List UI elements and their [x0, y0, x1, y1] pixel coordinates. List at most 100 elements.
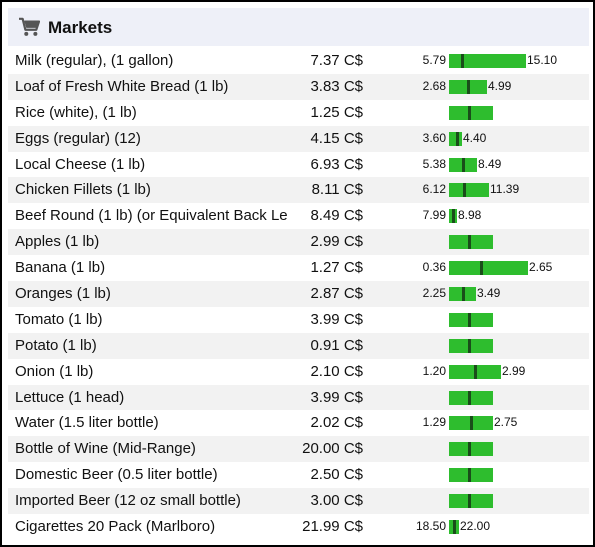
table-row: Oranges (1 lb) 2.87 C$ 2.25 3.49: [8, 281, 589, 307]
item-name[interactable]: Milk (regular), (1 gallon): [15, 52, 174, 69]
item-price: 0.91 C$: [310, 336, 363, 354]
table-row: Loaf of Fresh White Bread (1 lb) 3.83 C$ 2…: [8, 73, 589, 100]
table-row: Rice (white), (1 lb) 1.25 C$: [8, 100, 589, 126]
item-name[interactable]: Apples (1 lb): [15, 233, 100, 251]
price-marker: [461, 54, 464, 68]
price-marker: [480, 261, 483, 276]
price-range-bar: [449, 494, 493, 509]
range-high: 11.39: [490, 182, 520, 197]
price-range-bar: [449, 468, 493, 483]
range-high: 3.49: [477, 286, 501, 301]
price-range-bar: [449, 105, 493, 120]
price-marker: [467, 79, 470, 94]
price-marker: [468, 105, 471, 120]
range-high: 2.75: [494, 415, 518, 430]
table-row: Domestic Beer (0.5 liter bottle) 2.50 C$: [8, 462, 589, 488]
range-high: 15.10: [527, 53, 558, 67]
table-row: Chicken Fillets (1 lb) 8.11 C$ 6.12 11.39: [8, 177, 589, 204]
table-row: Imported Beer (12 oz small bottle) 3.00 C…: [8, 488, 589, 515]
range-low: 5.38: [422, 156, 446, 171]
price-range-bar: [449, 390, 493, 405]
price-range-bar: [449, 338, 493, 353]
item-price: 6.93 C$: [310, 155, 363, 173]
range-low: 2.25: [422, 286, 446, 301]
item-price: 8.11 C$: [311, 181, 363, 199]
item-price: 2.99 C$: [310, 233, 363, 251]
price-range-bar: [449, 183, 489, 198]
range-high: 2.65: [529, 260, 553, 275]
table-row: Milk (regular), (1 gallon) 7.37 C$ 5.79 15.…: [8, 48, 589, 74]
item-price: 20.00 C$: [302, 440, 363, 458]
price-marker: [462, 157, 465, 172]
price-range-bar: [449, 312, 493, 327]
section-title: Markets: [48, 18, 113, 37]
item-price: 8.49 C$: [310, 207, 363, 225]
item-name[interactable]: Eggs (regular) (12): [15, 129, 141, 147]
item-name[interactable]: Water (1.5 liter bottle): [15, 414, 159, 432]
item-price: 3.99 C$: [310, 388, 363, 406]
table-row: Eggs (regular) (12) 4.15 C$ 3.60 4.40: [8, 125, 589, 152]
price-marker: [462, 287, 465, 302]
table-row: Lettuce (1 head) 3.99 C$: [8, 384, 589, 411]
range-high: 8.49: [478, 156, 502, 171]
range-high: 8.98: [458, 208, 482, 223]
range-low: 1.29: [422, 415, 446, 430]
item-name[interactable]: Rice (white), (1 lb): [15, 103, 137, 121]
item-name[interactable]: Banana (1 lb): [15, 259, 106, 277]
item-name[interactable]: Chicken Fillets (1 lb): [15, 181, 151, 199]
range-low: 7.99: [422, 208, 446, 223]
range-low: 6.12: [422, 182, 446, 197]
item-name[interactable]: Bottle of Wine (Mid-Range): [15, 440, 196, 458]
range-low: 0.36: [422, 260, 446, 275]
table-row: Tomato (1 lb) 3.99 C$: [8, 307, 589, 333]
item-name[interactable]: Lettuce (1 head): [15, 388, 125, 406]
item-name[interactable]: Domestic Beer (0.5 liter bottle): [15, 466, 218, 484]
item-price: 2.50 C$: [310, 466, 363, 484]
range-high: 2.99: [502, 363, 526, 378]
price-marker: [468, 235, 471, 250]
item-price: 1.27 C$: [310, 259, 363, 277]
item-price: 3.83 C$: [310, 77, 363, 95]
price-marker: [468, 494, 471, 509]
price-marker: [470, 416, 473, 431]
range-high: 4.40: [463, 130, 487, 145]
price-marker: [468, 390, 471, 405]
table-row: Potato (1 lb) 0.91 C$: [8, 332, 589, 359]
item-name[interactable]: Cigarettes 20 Pack (Marlboro): [15, 518, 216, 536]
table-row: Apples (1 lb) 2.99 C$: [8, 229, 589, 256]
cart-icon: [19, 17, 40, 36]
range-high: 4.99: [488, 78, 512, 93]
item-name[interactable]: Onion (1 lb): [15, 362, 94, 380]
price-range-bar: [449, 442, 493, 457]
price-marker: [468, 468, 471, 483]
item-name[interactable]: Beef Round (1 lb) (or Equivalent Back Le…: [15, 207, 287, 225]
item-name[interactable]: Imported Beer (12 oz small bottle): [15, 492, 241, 510]
item-name[interactable]: Oranges (1 lb): [15, 285, 111, 303]
range-low: 18.50: [415, 519, 446, 534]
range-low: 2.68: [422, 78, 446, 93]
range-low: 5.79: [422, 53, 446, 67]
item-name[interactable]: Tomato (1 lb): [15, 310, 103, 328]
table-row: Bottle of Wine (Mid-Range) 20.00 C$: [8, 436, 589, 463]
item-name[interactable]: Loaf of Fresh White Bread (1 lb): [15, 77, 229, 95]
item-price: 2.02 C$: [310, 414, 363, 432]
item-price: 1.25 C$: [310, 103, 363, 121]
section-header: Markets: [8, 8, 589, 46]
range-low: 1.20: [422, 363, 446, 378]
table-row: Beef Round (1 lb) (or Equivalent Back Le…: [8, 203, 589, 229]
price-table: Milk (regular), (1 gallon) 7.37 C$ 5.79 15.…: [8, 48, 589, 540]
price-marker: [453, 520, 456, 535]
item-price: 21.99 C$: [302, 518, 363, 536]
table-row: Local Cheese (1 lb) 6.93 C$ 5.38 8.49: [8, 152, 589, 178]
price-marker: [474, 364, 477, 379]
item-price: 7.37 C$: [310, 52, 363, 69]
table-row: Onion (1 lb) 2.10 C$ 1.20 2.99: [8, 359, 589, 385]
item-name[interactable]: Potato (1 lb): [15, 336, 97, 354]
item-name[interactable]: Local Cheese (1 lb): [15, 155, 146, 173]
item-price: 2.10 C$: [310, 362, 363, 380]
range-low: 3.60: [422, 130, 446, 145]
price-range-bar: [449, 54, 526, 68]
table-row: Cigarettes 20 Pack (Marlboro) 21.99 C$ 18.…: [8, 514, 589, 540]
price-marker: [456, 131, 459, 146]
